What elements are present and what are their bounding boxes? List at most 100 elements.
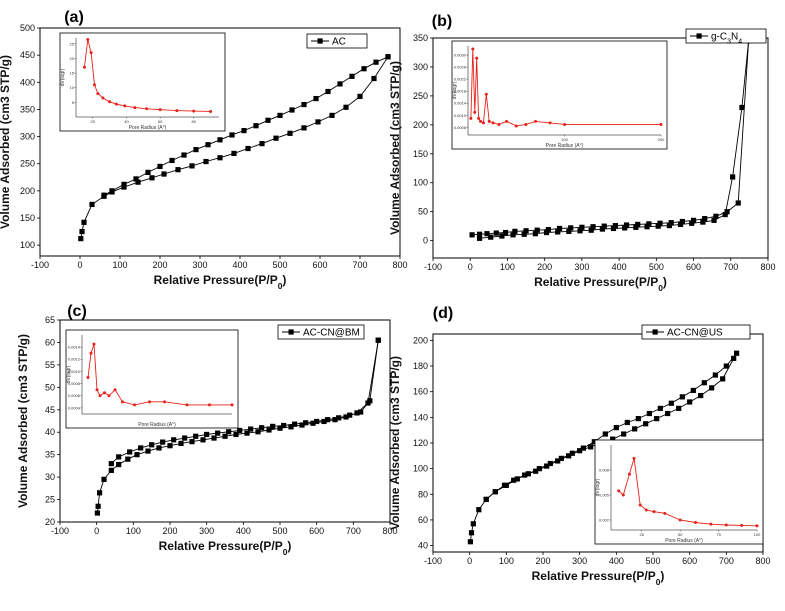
desorption-point (253, 123, 259, 129)
inset-point (133, 403, 136, 407)
inset-y-tick-label: 0,0004 (68, 405, 81, 410)
adsorption-point (266, 427, 272, 433)
inset-point (563, 122, 566, 126)
inset-point (477, 116, 481, 120)
adsorption-point (189, 439, 195, 445)
adsorption-point (731, 355, 737, 361)
inset-point (481, 121, 485, 125)
y-axis-label: Volume Adsorbed (cm3 STP/g) (388, 61, 402, 235)
inset-point (740, 523, 744, 527)
desorption-point (730, 174, 736, 180)
desorption-point (193, 147, 199, 153)
inset-point (101, 96, 105, 100)
y-tick-label: 80 (418, 489, 428, 499)
adsorption-point (568, 225, 574, 231)
desorption-point (476, 235, 483, 241)
inset-y-label: dV(logr) (60, 68, 66, 86)
adsorption-point (556, 225, 563, 232)
desorption-point (314, 418, 320, 425)
inset-point (621, 493, 625, 497)
inset-point (652, 510, 656, 514)
desorption-point (336, 415, 342, 421)
x-tick-label: 500 (645, 556, 660, 566)
inset-point (209, 109, 213, 113)
y-tick-label: 160 (413, 387, 428, 397)
x-tick-label: 100 (500, 262, 515, 272)
adsorption-point (329, 112, 335, 118)
adsorption-point (175, 167, 181, 173)
adsorption-point (468, 530, 475, 536)
adsorption-point (657, 220, 663, 226)
inset-y-tick-label: 0,0006 (68, 393, 81, 398)
adsorption-point (687, 399, 693, 405)
desorption-point (289, 107, 295, 113)
adsorption-point (95, 503, 101, 509)
desorption-point (514, 476, 520, 482)
desorption-point (644, 224, 650, 230)
x-axis-label: Relative Pressure(P/P0) (159, 539, 292, 557)
adsorption-point (277, 425, 283, 431)
desorption-point (655, 223, 661, 229)
desorption-point (566, 228, 572, 234)
desorption-point (488, 234, 494, 240)
inset-point (505, 119, 509, 123)
inset-x-tick-label: 75 (716, 532, 721, 537)
adsorption-point (189, 163, 195, 169)
plot-frame (39, 27, 401, 257)
desorption-point (503, 482, 509, 488)
adsorption-point (161, 171, 167, 177)
x-tick-label: 600 (309, 526, 324, 536)
desorption-point (277, 112, 283, 118)
desorption-point (558, 455, 564, 461)
adsorption-point (203, 158, 209, 165)
y-tick-label: 150 (20, 213, 35, 223)
desorption-point (313, 95, 319, 102)
adsorption-point (156, 445, 162, 451)
desorption-point (536, 466, 542, 472)
adsorption-point (610, 436, 616, 442)
x-tick-label: 700 (723, 262, 738, 272)
desorption-point (602, 431, 608, 437)
chart-panel-d: -100 0 100 200 300 400 500 600 700 800 40 60 80 100 12… (388, 305, 771, 587)
panel-label: (d) (433, 305, 453, 322)
desorption-point (349, 73, 355, 79)
adsorption-point (273, 135, 279, 141)
inset-x-tick-label: 100 (754, 532, 761, 537)
desorption-point (547, 460, 553, 467)
inset-point (93, 83, 97, 87)
inset-point (524, 122, 528, 126)
inset-point (548, 121, 552, 125)
x-tick-label: 0 (467, 556, 472, 566)
inset-y-label: dV(logr) (66, 365, 72, 383)
adsorption-point (108, 467, 114, 473)
inset-point (96, 92, 100, 96)
adsorption-point (493, 230, 499, 236)
inset-point (663, 511, 667, 515)
adsorption-point (299, 422, 305, 428)
adsorption-point (287, 130, 293, 136)
desorption-point (622, 225, 628, 231)
desorption-point (510, 232, 516, 238)
inset-y-tick-label: 0.0018 (454, 89, 467, 94)
plot-frame (59, 319, 391, 523)
desorption-point (668, 400, 674, 406)
adsorption-point (135, 179, 141, 185)
adsorption-point (178, 440, 184, 447)
adsorption-point (612, 222, 618, 229)
adsorption-point (233, 431, 239, 438)
inset-point (471, 47, 475, 51)
y-tick-label: 400 (20, 77, 35, 87)
adsorption-point (81, 219, 87, 225)
inset-x-tick-label: 25 (640, 532, 645, 537)
desorption-point (385, 54, 391, 60)
desorption-point (543, 229, 550, 236)
desorption-point (580, 445, 586, 451)
inset-point (644, 508, 648, 512)
desorption-point (375, 337, 381, 343)
desorption-point (149, 442, 155, 448)
y-tick-label: 45 (45, 405, 55, 415)
adsorption-point (469, 232, 475, 238)
adsorption-point (534, 227, 540, 233)
adsorption-point (149, 175, 155, 181)
desorption-point (492, 489, 498, 495)
